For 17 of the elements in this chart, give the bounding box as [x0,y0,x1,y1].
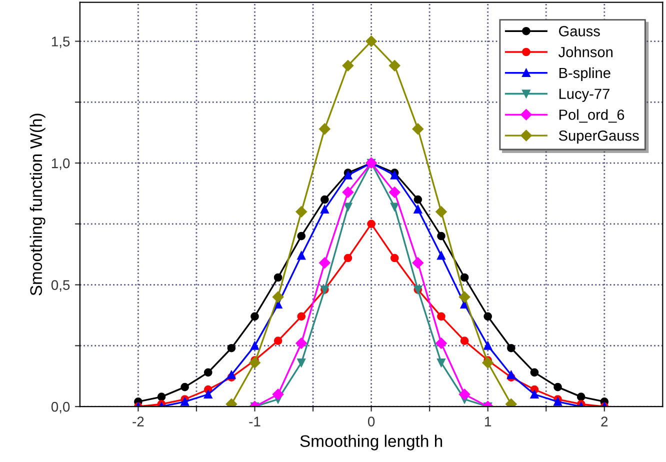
legend-label: Gauss [559,26,600,36]
y-tick-label: 0,5 [51,280,70,292]
legend-label: Lucy-77 [559,88,610,102]
x-tick-label: -2 [132,416,144,426]
x-tick-label: 2 [601,416,608,426]
legend-label: B-spline [559,67,610,82]
x-axis-title: Smoothing length h [300,434,442,450]
x-tick-label: 1 [485,416,492,426]
legend-label: SuperGauss [558,130,639,144]
x-tick-label: 0 [368,416,375,426]
y-tick-label: 0,0 [51,402,70,414]
legend-label: Pol_ord_6 [559,109,624,123]
x-tick-label: -1 [249,416,260,426]
legend-label: Johnson [558,46,612,58]
y-axis-title: Smoothing function W(h) [30,114,46,296]
y-tick-label: 1,5 [52,36,70,48]
y-tick-label: 1,0 [52,158,70,170]
